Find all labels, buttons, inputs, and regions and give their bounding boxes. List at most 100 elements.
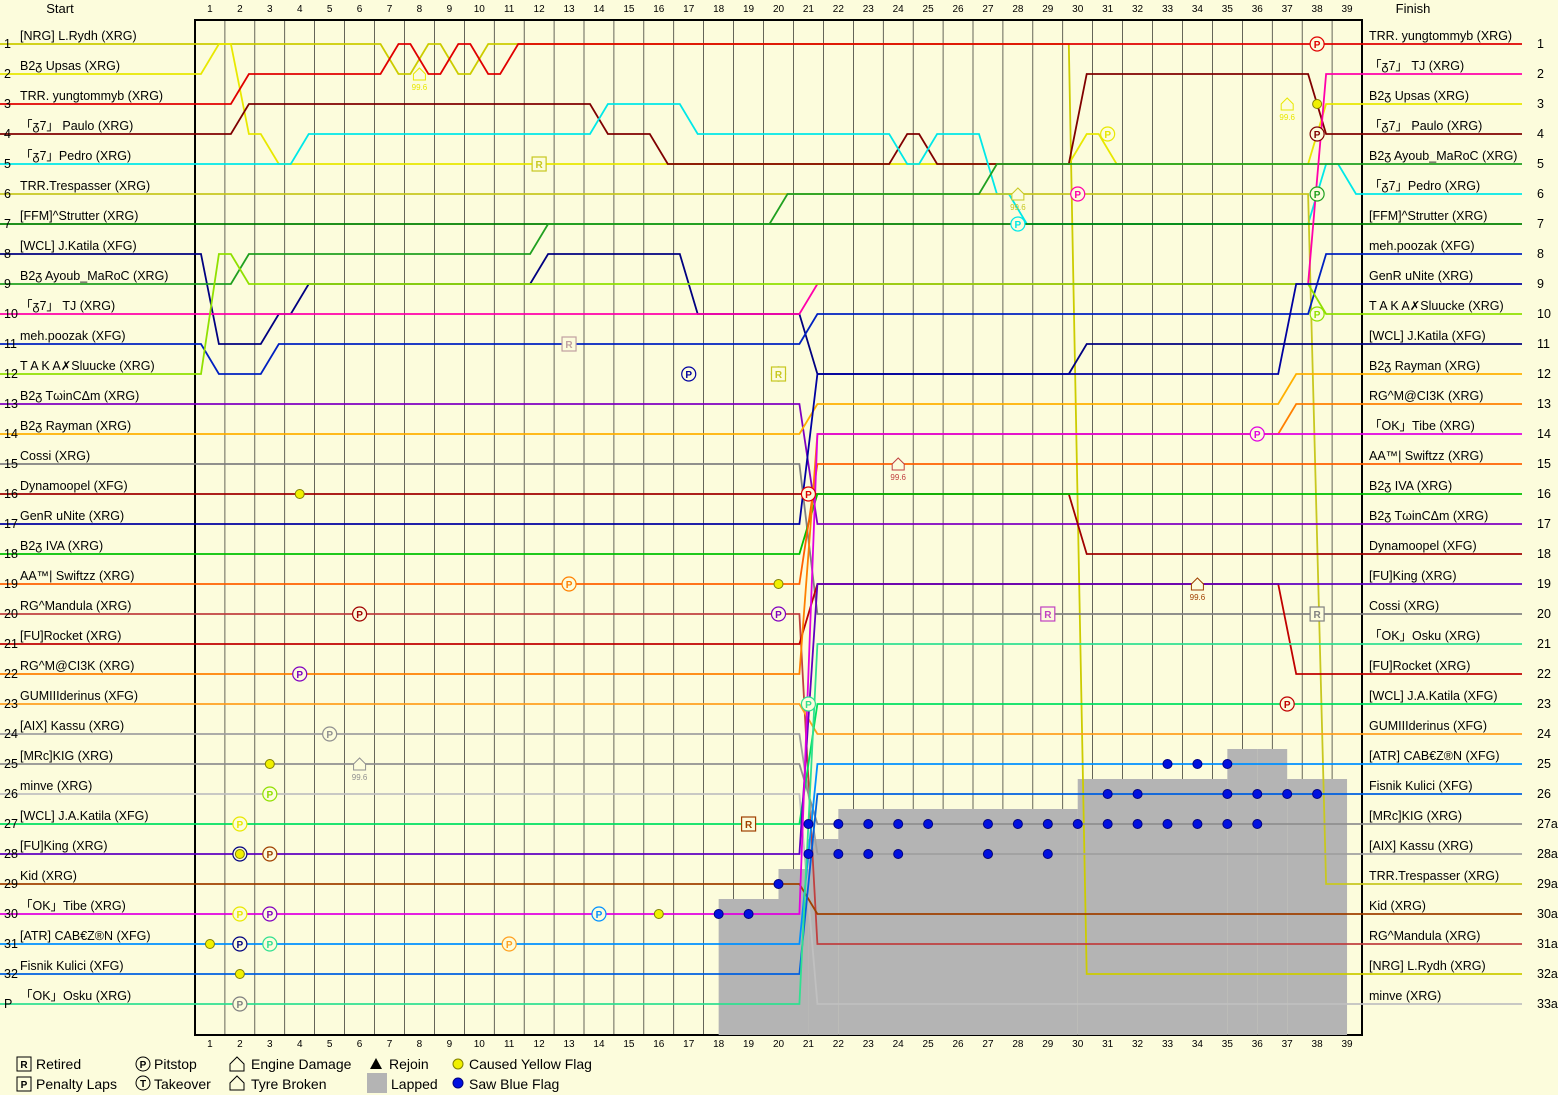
finish-driver-name: TRR. yungtommyb (XRG) — [1369, 29, 1512, 43]
start-driver-name: T A K A✗Sluucke (XRG) — [20, 359, 155, 373]
penalty-icon-glyph: P — [21, 1080, 28, 1091]
lap-label-bottom: 3 — [267, 1039, 273, 1050]
start-driver-name: [NRG] L.Rydh (XRG) — [20, 29, 137, 43]
legend-pitstop-label: Pitstop — [154, 1056, 197, 1072]
retired-icon-glyph: R — [20, 1060, 28, 1071]
driver-line — [0, 793, 1522, 1005]
lap-label-top: 32 — [1132, 4, 1144, 15]
pitstop-marker-glyph: P — [237, 1000, 244, 1011]
lap-label-top: 2 — [237, 4, 243, 15]
blue-flag-marker — [1132, 819, 1143, 829]
blue-flag-marker — [893, 849, 904, 859]
lap-label-top: 27 — [982, 4, 994, 15]
finish-position-number: 21 — [1537, 637, 1551, 651]
lapped-block — [1287, 779, 1348, 1035]
finish-driver-name: T A K A✗Sluucke (XRG) — [1369, 299, 1504, 313]
start-position-number: 13 — [4, 397, 18, 411]
finish-position-number: 22 — [1537, 667, 1551, 681]
finish-position-number: 11 — [1537, 337, 1550, 351]
lap-label-bottom: 38 — [1312, 1039, 1324, 1050]
pitstop-marker-glyph: P — [1314, 310, 1321, 321]
start-position-number: 8 — [4, 247, 11, 261]
legend-retired-label: Retired — [36, 1056, 81, 1072]
lap-label-top: 14 — [593, 4, 605, 15]
finish-driver-name: GUMIIIderinus (XFG) — [1369, 719, 1487, 733]
blue-flag-marker — [1192, 819, 1203, 829]
driver-line — [0, 493, 1522, 555]
start-position-number: 5 — [4, 157, 11, 171]
pitstop-marker — [1100, 126, 1116, 142]
start-position-number: 32 — [4, 967, 18, 981]
engine-damage-value: 99.6 — [352, 773, 368, 782]
engine-damage-marker — [1011, 187, 1025, 201]
pitstop-marker — [1309, 36, 1325, 52]
start-position-number: 7 — [4, 217, 11, 231]
finish-driver-name: 「OK」Tibe (XRG) — [1369, 419, 1475, 433]
yellow-flag-icon — [452, 1058, 464, 1070]
lap-label-bottom: 18 — [713, 1039, 725, 1050]
blue-flag-marker — [893, 819, 904, 829]
start-position-number: 26 — [4, 787, 18, 801]
driver-line — [0, 703, 1522, 825]
lap-label-bottom: 14 — [593, 1039, 605, 1050]
retired-marker-glyph: R — [745, 820, 753, 831]
finish-driver-name: [ATR] CAB€Z®N (XFG) — [1369, 749, 1500, 763]
lap-label-top: 39 — [1341, 4, 1353, 15]
finish-driver-name: GenR uNite (XRG) — [1369, 269, 1473, 283]
start-driver-name: GenR uNite (XRG) — [20, 509, 124, 523]
start-driver-name: RG^Mandula (XRG) — [20, 599, 131, 613]
pitstop-marker-glyph: P — [805, 700, 812, 711]
lapped-block — [718, 899, 779, 1035]
lap-label-bottom: 5 — [327, 1039, 333, 1050]
finish-position-number: 13 — [1537, 397, 1551, 411]
legend-rejoin: Rejoin — [370, 1056, 429, 1072]
lap-label-top: 24 — [893, 4, 905, 15]
lapped-block — [1257, 749, 1288, 1035]
finish-position-number: 25 — [1537, 757, 1551, 771]
blue-flag-marker — [1162, 759, 1173, 769]
blue-flag-marker — [803, 849, 814, 859]
lap-label-top: 9 — [447, 4, 453, 15]
blue-flag-marker — [982, 819, 993, 829]
driver-line — [0, 73, 1522, 165]
engine-damage-marker — [1190, 577, 1204, 591]
lap-label-top: 1 — [207, 4, 213, 15]
start-position-number: 15 — [4, 457, 18, 471]
yellow-flag-marker — [264, 759, 275, 769]
pitstop-marker — [232, 906, 248, 922]
start-position-number: 1 — [4, 37, 11, 51]
finish-driver-name: B2ᵹ IVA (XRG) — [1369, 479, 1452, 493]
legend-yellow: Caused Yellow Flag — [452, 1056, 592, 1072]
start-driver-name: 「ᵹ7」 Paulo (XRG) — [20, 119, 133, 133]
start-position-number: 29 — [4, 877, 18, 891]
start-driver-name: meh.poozak (XFG) — [20, 329, 126, 343]
pitstop-marker-glyph: P — [237, 910, 244, 921]
yellow-flag-marker — [1312, 99, 1323, 109]
takeover-icon-glyph: T — [140, 1079, 146, 1090]
lap-label-bottom: 35 — [1222, 1039, 1234, 1050]
retired-marker — [531, 156, 547, 172]
finish-driver-name: 「OK」Osku (XRG) — [1369, 629, 1480, 643]
pitstop-marker-glyph: P — [1314, 130, 1321, 141]
penalty-icon — [16, 1076, 32, 1092]
yellow-flag-marker — [204, 939, 215, 949]
start-position-number: P — [4, 997, 12, 1011]
finish-driver-name: Fisnik Kulici (XFG) — [1369, 779, 1472, 793]
pitstop-marker-glyph: P — [596, 910, 603, 921]
driver-line — [0, 763, 1522, 945]
pitstop-marker — [1309, 306, 1325, 322]
legend: R Retired P Penalty Laps P Pitstop T Tak… — [16, 1056, 592, 1093]
retired-marker-glyph: R — [1044, 610, 1052, 621]
finish-driver-name: [MRc]KIG (XRG) — [1369, 809, 1462, 823]
blue-flag-marker — [863, 849, 874, 859]
driver-line — [0, 403, 1522, 525]
finish-position-number: 27a — [1537, 817, 1558, 831]
finish-position-number: 26 — [1537, 787, 1551, 801]
finish-position-number: 33a — [1537, 997, 1558, 1011]
start-position-number: 31 — [4, 937, 18, 951]
start-position-number: 21 — [4, 637, 18, 651]
lap-label-top: 23 — [863, 4, 875, 15]
retired-marker — [1309, 606, 1325, 622]
pitstop-marker-glyph: P — [266, 910, 273, 921]
engine-damage-value: 99.6 — [1010, 203, 1026, 212]
